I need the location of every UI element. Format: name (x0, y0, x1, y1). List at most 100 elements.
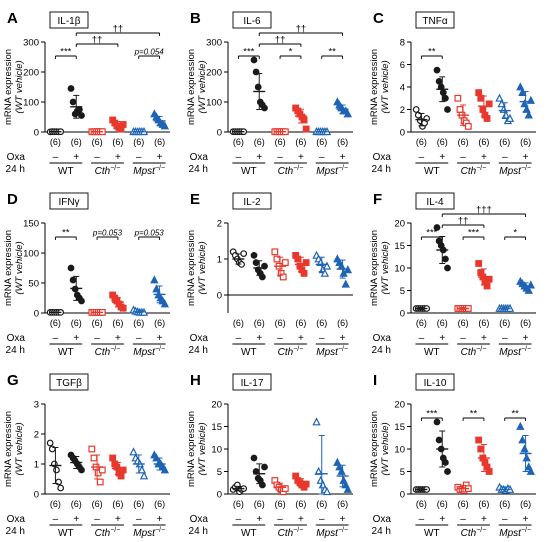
panel-e: E IL-2 0 1 2 mRNA expression(WT vehicle) (6) – (… (186, 191, 353, 358)
sig-label: †† (296, 24, 307, 35)
sig-label: * (513, 228, 517, 239)
panel-title: IL-10 (424, 378, 447, 389)
title-box (415, 192, 455, 210)
treatment-sign: – (236, 152, 242, 163)
time-label: 24 h (189, 164, 208, 175)
sig-label: *** (426, 228, 437, 239)
data-point (444, 106, 451, 113)
group-label: Mpst−/− (499, 346, 531, 358)
y-tick-label: 200 (23, 68, 39, 79)
panel-title: IFNγ (58, 197, 79, 208)
treatment-sign: + (439, 152, 445, 163)
time-label: 24 h (189, 526, 208, 537)
treatment-sign: + (340, 333, 346, 344)
group-label: Mpst−/− (133, 346, 165, 358)
time-label: 24 h (372, 526, 391, 537)
n-label: (6) (416, 499, 427, 509)
sig-label: †† (275, 35, 286, 46)
group-label: WT (58, 347, 74, 358)
n-label: (6) (133, 499, 144, 509)
data-point (522, 104, 531, 113)
treatment-sign: + (157, 333, 163, 344)
n-label: (6) (478, 499, 489, 509)
data-point (300, 116, 308, 124)
sig-label: ** (428, 47, 436, 58)
treatment-sign: + (481, 152, 487, 163)
data-point (160, 121, 170, 130)
group-name: Cth (95, 166, 111, 177)
panel-letter: C (373, 10, 384, 27)
y-tick-label: 0 (217, 291, 222, 302)
panel-title: IL-2 (243, 197, 261, 208)
group-label: Cth−/− (278, 527, 304, 539)
panel-title: IL-17 (241, 378, 264, 389)
n-label: (6) (133, 137, 144, 147)
n-label: (6) (437, 318, 448, 328)
panel-letter: E (190, 191, 200, 208)
n-label: (6) (154, 318, 165, 328)
treatment-sign: + (523, 152, 529, 163)
treatment-sign: – (277, 152, 283, 163)
n-label: (6) (458, 499, 469, 509)
n-label: (6) (275, 318, 286, 328)
treatment-sign: + (523, 514, 529, 525)
y-axis-label-line1: mRNA expression (3, 230, 14, 306)
y-axis-label-line2: (WT vehicle) (380, 422, 391, 475)
title-box (232, 192, 272, 210)
sig-label: ††† (476, 205, 492, 216)
data-point (464, 122, 472, 130)
y-tick-label: 0 (34, 490, 39, 501)
data-point (75, 106, 83, 113)
data-point (119, 466, 127, 474)
treatment-label: Oxa (190, 514, 209, 525)
treatment-label: Oxa (373, 514, 392, 525)
title-box (415, 11, 455, 29)
treatment-label: Oxa (373, 152, 392, 163)
data-point (322, 261, 332, 270)
y-axis-label: mRNA expression(WT vehicle) (3, 49, 25, 125)
group-label: WT (58, 166, 74, 177)
treatment-label: Oxa (190, 333, 209, 344)
y-axis-label-line2: (WT vehicle) (14, 60, 25, 113)
data-point (501, 110, 510, 119)
treatment-sign: + (73, 333, 79, 344)
n-label: (6) (520, 499, 531, 509)
y-tick-label: 10 (394, 264, 405, 275)
data-point (281, 259, 289, 266)
n-label: (6) (92, 499, 103, 509)
n-label: (6) (295, 318, 306, 328)
panel-letter: H (190, 372, 201, 389)
n-label: (6) (416, 318, 427, 328)
group-label: Cth−/− (278, 165, 304, 177)
data-point (423, 115, 431, 122)
n-label: (6) (112, 318, 123, 328)
group-label: WT (241, 347, 257, 358)
treatment-sign: + (256, 514, 262, 525)
y-axis-label-line2: (WT vehicle) (14, 422, 25, 475)
data-point (444, 468, 451, 475)
treatment-sign: – (419, 514, 425, 525)
data-point (343, 484, 353, 493)
treatment-sign: – (319, 333, 325, 344)
data-point (90, 454, 98, 462)
treatment-sign: – (319, 514, 325, 525)
treatment-sign: – (460, 152, 466, 163)
y-axis-label: mRNA expression(WT vehicle) (186, 411, 208, 487)
group-superscript: −/− (155, 165, 165, 172)
treatment-sign: – (319, 152, 325, 163)
n-label: (6) (154, 137, 165, 147)
treatment-sign: + (298, 152, 304, 163)
y-tick-label: 2 (217, 219, 222, 230)
data-point (250, 454, 258, 462)
data-point (516, 421, 525, 430)
treatment-sign: + (157, 152, 163, 163)
data-point (67, 85, 75, 92)
n-label: (6) (112, 499, 123, 509)
y-axis-label-line1: mRNA expression (369, 49, 380, 125)
y-tick-label: 2 (34, 430, 39, 441)
treatment-sign: – (419, 333, 425, 344)
group-superscript: −/− (293, 527, 303, 534)
data-point (119, 304, 127, 312)
n-label: (6) (50, 318, 61, 328)
